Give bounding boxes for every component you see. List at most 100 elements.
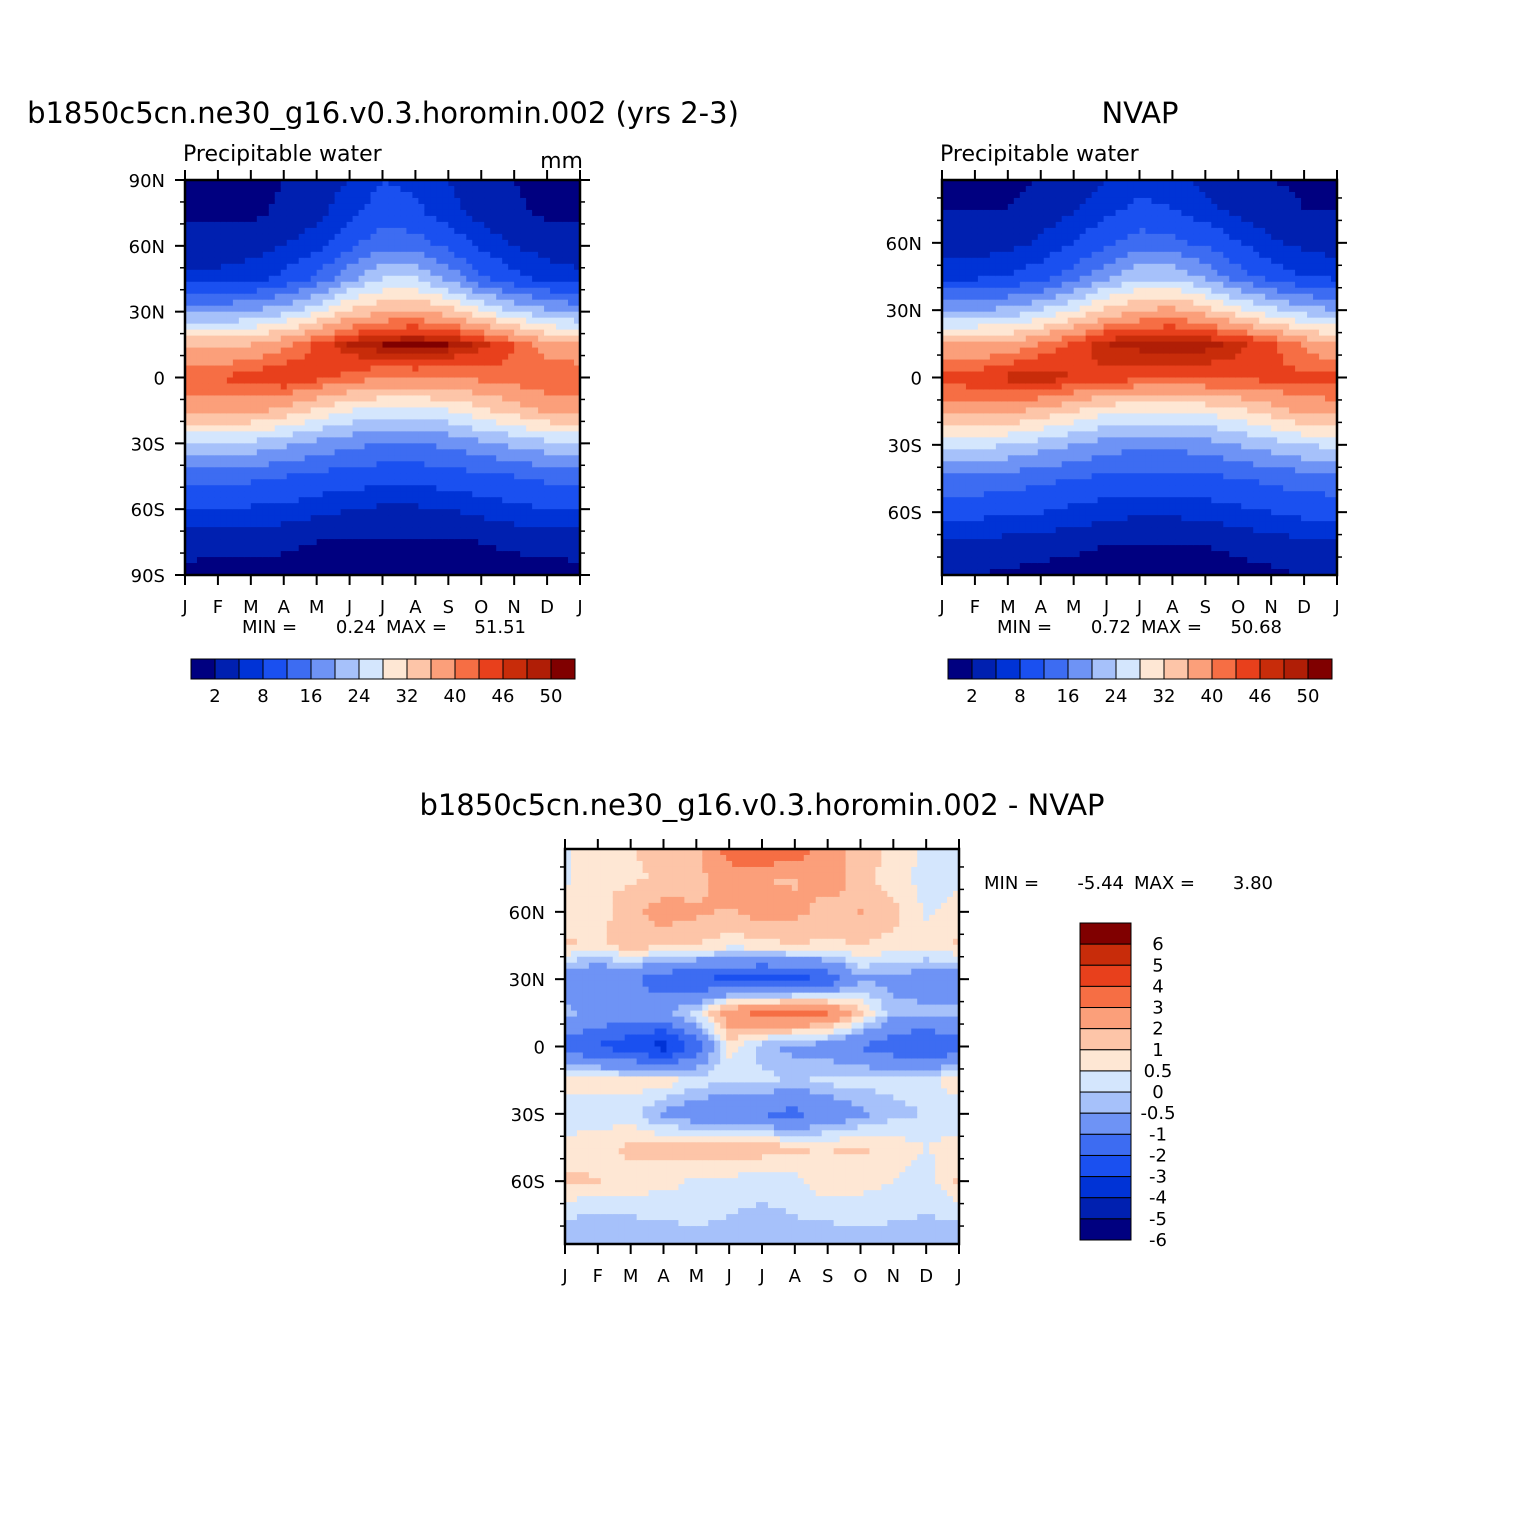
contour-cell: [490, 509, 497, 516]
contour-cell: [556, 221, 563, 229]
contour-cell: [406, 491, 414, 498]
contour-cell: [466, 341, 473, 349]
contour-cell: [280, 509, 288, 516]
contour-cell: [442, 281, 449, 289]
contour-cell: [202, 191, 210, 199]
contour-cell: [334, 491, 342, 498]
contour-cell: [226, 557, 234, 564]
contour-cell: [185, 191, 192, 199]
contour-cell: [226, 233, 234, 241]
contour-cell: [532, 419, 539, 426]
contour-cell: [556, 491, 563, 498]
contour-cell: [418, 557, 425, 564]
contour-cell: [460, 455, 467, 462]
contour-cell: [442, 449, 449, 456]
contour-cell: [364, 245, 372, 253]
contour-cell: [556, 257, 563, 265]
contour-cell: [208, 287, 216, 295]
contour-cell: [376, 323, 384, 331]
contour-cell: [406, 545, 414, 552]
contour-cell: [298, 485, 306, 492]
contour-cell: [316, 263, 324, 271]
contour-cell: [406, 473, 414, 480]
contour-cell: [346, 245, 354, 253]
contour-cell: [202, 371, 210, 379]
contour-cell: [430, 431, 437, 438]
y-tick-label: 90N: [129, 171, 165, 192]
contour-cell: [550, 371, 557, 379]
contour-cell: [460, 413, 467, 420]
contour-cell: [196, 443, 204, 450]
contour-cell: [418, 437, 425, 444]
contour-cell: [502, 449, 509, 456]
contour-cell: [478, 281, 485, 289]
contour-cell: [430, 461, 437, 468]
contour-cell: [514, 365, 521, 373]
contour-cell: [268, 371, 276, 379]
contour-cell: [520, 401, 527, 409]
contour-cell: [382, 563, 390, 570]
contour-cell: [310, 497, 318, 504]
contour-cell: [412, 389, 419, 397]
contour-cell: [202, 395, 210, 403]
contour-cell: [574, 425, 581, 432]
contour-cell: [574, 269, 581, 277]
contour-cell: [388, 329, 396, 337]
contour-cell: [364, 251, 372, 259]
contour-cell: [478, 311, 485, 319]
contour-cell: [358, 191, 366, 199]
contour-cell: [382, 437, 390, 444]
contour-cell: [484, 413, 491, 420]
contour-cell: [322, 431, 330, 438]
contour-cell: [562, 431, 569, 438]
contour-cell: [942, 365, 949, 373]
contour-cell: [226, 257, 234, 265]
contour-cell: [454, 407, 461, 414]
contour-cell: [382, 209, 390, 217]
contour-cell: [550, 359, 557, 367]
contour-cell: [532, 341, 539, 349]
contour-cell: [424, 180, 431, 187]
contour-cell: [430, 251, 437, 259]
contour-cell: [232, 497, 240, 504]
contour-cell: [508, 479, 515, 486]
contour-cell: [185, 245, 192, 253]
contour-cell: [340, 383, 348, 391]
contour-cell: [376, 413, 384, 420]
contour-cell: [250, 180, 258, 187]
contour-cell: [334, 251, 342, 259]
contour-cell: [322, 473, 330, 480]
contour-cell: [232, 563, 240, 570]
contour-cell: [208, 251, 216, 259]
contour-cell: [478, 251, 485, 259]
contour-cell: [256, 221, 264, 229]
contour-cell: [310, 245, 318, 253]
contour-cell: [953, 407, 961, 414]
contour-cell: [508, 209, 515, 217]
contour-cell: [346, 533, 354, 540]
contour-cell: [310, 569, 318, 576]
contour-cell: [538, 371, 545, 379]
colorbar-swatch: [262, 658, 288, 680]
contour-cell: [316, 359, 324, 367]
contour-cell: [532, 239, 539, 247]
contour-cell: [250, 395, 258, 403]
contour-cell: [202, 449, 210, 456]
contour-cell: [430, 197, 437, 205]
contour-cell: [352, 521, 360, 528]
contour-cell: [190, 467, 198, 474]
contour-cell: [514, 299, 521, 307]
contour-cell: [448, 227, 455, 235]
contour-cell: [406, 287, 414, 295]
contour-cell: [232, 443, 240, 450]
contour-cell: [238, 383, 246, 391]
contour-cell: [400, 371, 408, 379]
contour-cell: [436, 449, 443, 456]
contour-cell: [544, 473, 551, 480]
contour-cell: [185, 503, 192, 510]
contour-cell: [472, 305, 479, 313]
contour-cell: [274, 269, 282, 277]
contour-cell: [502, 245, 509, 253]
contour-cell: [340, 191, 348, 199]
contour-cell: [965, 215, 973, 223]
